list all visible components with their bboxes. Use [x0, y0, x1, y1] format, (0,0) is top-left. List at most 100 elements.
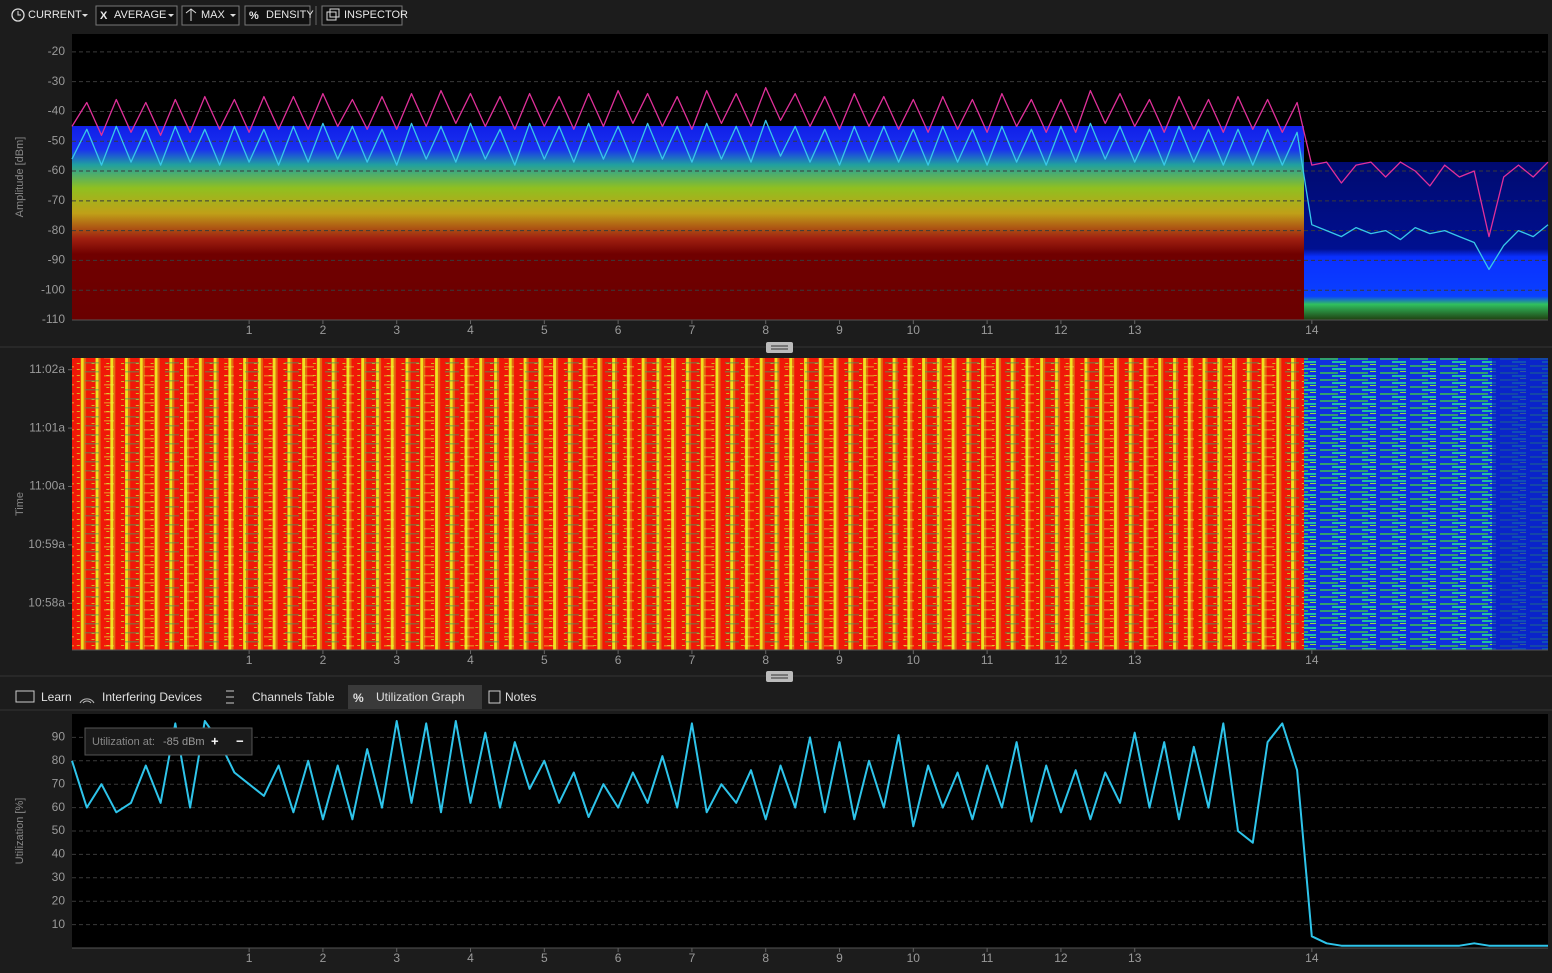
x-tick-label: 4	[467, 653, 474, 667]
x-tick-label: 3	[393, 653, 400, 667]
y-tick-label: 60	[52, 800, 66, 814]
x-tick-label: 5	[541, 653, 548, 667]
x-tick-label: 7	[689, 951, 696, 965]
y-axis-label: Time	[14, 492, 26, 516]
toolbar-button[interactable]: DENSITY	[266, 9, 314, 21]
x-tick-label: 13	[1128, 653, 1142, 667]
y-tick-label: 70	[52, 776, 66, 790]
x-tick-label: 5	[541, 323, 548, 337]
tab[interactable]: Channels Table	[252, 690, 335, 704]
x-tick-label: 2	[320, 653, 327, 667]
x-tick-label: 4	[467, 951, 474, 965]
y-tick-label: -30	[48, 74, 66, 88]
toolbar-button[interactable]: CURRENT	[28, 9, 82, 21]
tab-bar: Learn Interfering Devices Channels Table…	[16, 685, 536, 709]
y-tick-label: 10	[52, 917, 66, 931]
x-tick-label: 13	[1128, 951, 1142, 965]
y-tick-label: -100	[41, 282, 65, 296]
y-tick-label: 20	[52, 893, 66, 907]
learn-icon	[16, 691, 34, 702]
x-tick-label: 6	[615, 323, 622, 337]
waterfall-heat	[1492, 358, 1548, 650]
x-tick-label: 14	[1305, 323, 1319, 337]
y-tick-label: -50	[48, 133, 66, 147]
x-tick-label: 8	[762, 951, 769, 965]
y-tick-label: -80	[48, 223, 66, 237]
devices-icon	[80, 699, 94, 703]
x-tick-label: 1	[246, 653, 253, 667]
x-tick-label: 5	[541, 951, 548, 965]
x-tick-label: 9	[836, 653, 843, 667]
splitter-grip[interactable]	[766, 671, 793, 682]
y-tick-label: 11:01a	[29, 420, 65, 434]
y-tick-label: -110	[42, 312, 65, 326]
tab[interactable]: Learn	[41, 690, 72, 704]
toolbar-button[interactable]: MAX	[201, 9, 226, 21]
x-tick-label: 12	[1054, 951, 1068, 965]
y-axis-label: Amplitude [dBm]	[14, 137, 26, 218]
x-tick-label: 8	[762, 323, 769, 337]
x-tick-label: 2	[320, 951, 327, 965]
y-tick-label: -90	[48, 253, 66, 267]
waterfall-texture	[72, 358, 1304, 650]
table-icon	[226, 691, 234, 703]
avg-icon: X	[100, 10, 108, 22]
x-tick-label: 10	[907, 323, 921, 337]
x-tick-label: 1	[246, 323, 253, 337]
y-tick-label: 10:58a	[28, 595, 65, 609]
x-tick-label: 9	[836, 323, 843, 337]
y-tick-label: 80	[52, 753, 66, 767]
decrease-button[interactable]: −	[236, 733, 244, 748]
x-tick-label: 11	[981, 323, 994, 337]
notes-icon	[489, 691, 500, 703]
tab[interactable]: Interfering Devices	[102, 690, 202, 704]
y-tick-label: 10:59a	[28, 537, 65, 551]
x-tick-label: 12	[1054, 653, 1068, 667]
x-tick-label: 11	[981, 653, 994, 667]
toolbar-button[interactable]: INSPECTOR	[344, 9, 408, 21]
density-icon: %	[249, 10, 259, 22]
threshold-value[interactable]: -85 dBm	[163, 736, 205, 748]
dropdown-arrow[interactable]	[82, 14, 88, 17]
y-tick-label: 11:02a	[29, 362, 65, 376]
splitter-grip[interactable]	[766, 342, 793, 353]
x-tick-label: 1	[246, 951, 253, 965]
clock-hands	[18, 11, 21, 15]
toolbar-button[interactable]: AVERAGE	[114, 9, 166, 21]
x-tick-label: 11	[981, 951, 994, 965]
x-tick-label: 4	[467, 323, 474, 337]
x-tick-label: 6	[615, 653, 622, 667]
x-tick-label: 9	[836, 951, 843, 965]
x-tick-label: 13	[1128, 323, 1142, 337]
y-tick-label: -20	[48, 44, 66, 58]
y-tick-label: 50	[52, 823, 66, 837]
y-tick-label: -40	[48, 104, 66, 118]
increase-button[interactable]: +	[211, 733, 219, 748]
density-fill	[1304, 162, 1548, 320]
x-tick-label: 7	[689, 653, 696, 667]
density-fill	[72, 126, 1304, 320]
x-tick-label: 3	[393, 323, 400, 337]
y-tick-label: -70	[48, 193, 66, 207]
x-tick-label: 10	[907, 653, 921, 667]
x-tick-label: 2	[320, 323, 327, 337]
toolbar: CURRENT X AVERAGE MAX % DENSITY INSPECTO…	[12, 6, 408, 25]
x-tick-label: 14	[1305, 951, 1319, 965]
x-tick-label: 7	[689, 323, 696, 337]
y-tick-label: -60	[48, 163, 66, 177]
threshold-box: Utilization at: -85 dBm + −	[85, 728, 252, 755]
y-tick-label: 90	[52, 730, 66, 744]
tab[interactable]: Utilization Graph	[376, 690, 465, 704]
x-tick-label: 3	[393, 951, 400, 965]
y-tick-label: 11:00a	[29, 479, 65, 493]
x-tick-label: 14	[1305, 653, 1319, 667]
util-icon: %	[353, 691, 364, 705]
tab[interactable]: Notes	[505, 690, 536, 704]
y-axis-label: Utilization [%]	[14, 798, 26, 865]
x-tick-label: 8	[762, 653, 769, 667]
x-tick-label: 6	[615, 951, 622, 965]
y-tick-label: 30	[52, 870, 66, 884]
threshold-label: Utilization at:	[92, 736, 155, 748]
